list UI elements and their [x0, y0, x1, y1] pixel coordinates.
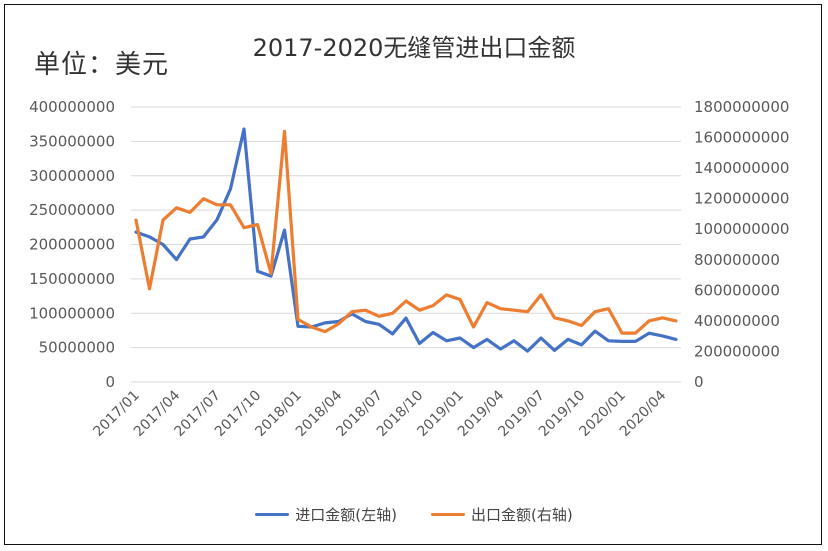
left-tick-label: 0: [105, 373, 115, 391]
right-tick-label: 800000000: [694, 251, 780, 269]
left-tick-label: 300000000: [29, 167, 115, 185]
right-tick-label: 200000000: [694, 342, 780, 360]
legend-label-export: 出口金额(右轴): [471, 506, 573, 524]
left-tick-label: 150000000: [29, 270, 115, 288]
legend-item-export: 出口金额(右轴): [431, 504, 573, 525]
right-tick-label: 1800000000: [694, 98, 789, 116]
right-tick-label: 0: [694, 373, 704, 391]
series-lines: [134, 127, 678, 353]
left-tick-label: 250000000: [29, 201, 115, 219]
chart-title: 2017-2020无缝管进出口金额: [252, 34, 576, 62]
unit-label: 单位：美元: [34, 50, 170, 80]
legend-swatch-import: [255, 513, 290, 516]
gridlines: [131, 106, 681, 383]
chart-border: [4, 4, 822, 545]
legend-item-import: 进口金额(左轴): [255, 504, 397, 525]
left-axis-ticks: 0 50000000 100000000 150000000 200000000 2500…: [29, 98, 115, 391]
legend-swatch-export: [431, 513, 465, 516]
left-tick-label: 400000000: [29, 98, 115, 116]
right-tick-label: 1000000000: [694, 220, 789, 238]
right-tick-label: 600000000: [694, 281, 780, 299]
left-tick-label: 100000000: [29, 304, 115, 322]
right-tick-label: 1600000000: [694, 129, 789, 147]
series-line-import: [134, 127, 678, 353]
left-tick-label: 350000000: [29, 132, 115, 150]
x-axis-ticks: 2017/012017/042017/072017/102018/012018/…: [90, 387, 669, 440]
right-tick-label: 1400000000: [694, 159, 789, 177]
right-tick-label: 1200000000: [694, 190, 789, 208]
right-tick-label: 400000000: [694, 312, 780, 330]
right-axis-ticks: 0 200000000 400000000 600000000 800000000 100…: [694, 98, 789, 391]
series-line-export: [134, 129, 678, 335]
left-tick-label: 200000000: [29, 236, 115, 254]
left-tick-label: 50000000: [39, 339, 115, 357]
legend: 进口金额(左轴) 出口金额(右轴): [0, 504, 828, 525]
legend-label-import: 进口金额(左轴): [295, 506, 397, 524]
